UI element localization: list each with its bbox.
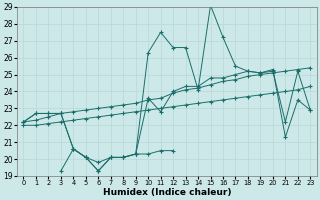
X-axis label: Humidex (Indice chaleur): Humidex (Indice chaleur)	[103, 188, 231, 197]
